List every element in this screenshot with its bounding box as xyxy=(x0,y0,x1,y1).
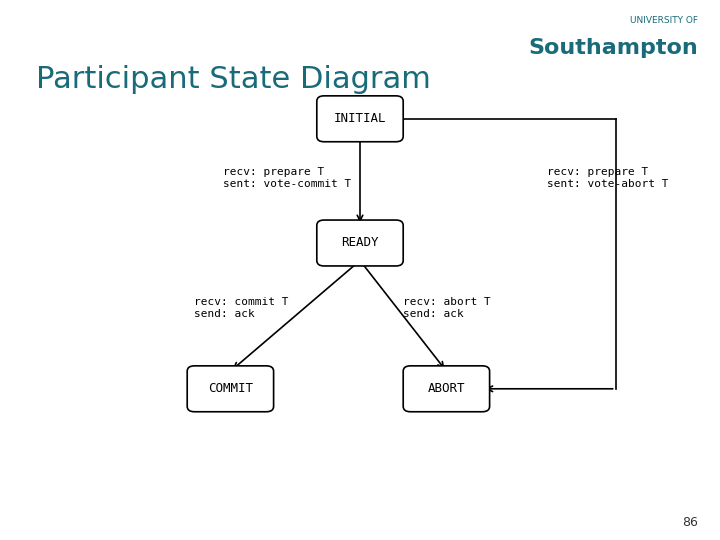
Text: Participant State Diagram: Participant State Diagram xyxy=(36,65,431,94)
Text: COMMIT: COMMIT xyxy=(208,382,253,395)
Text: ABORT: ABORT xyxy=(428,382,465,395)
Text: UNIVERSITY OF: UNIVERSITY OF xyxy=(631,16,698,25)
FancyBboxPatch shape xyxy=(317,96,403,141)
Text: recv: prepare T
sent: vote-abort T: recv: prepare T sent: vote-abort T xyxy=(547,167,669,189)
Text: INITIAL: INITIAL xyxy=(334,112,386,125)
FancyBboxPatch shape xyxy=(403,366,490,411)
Text: Southampton: Southampton xyxy=(528,38,698,58)
Text: recv: commit T
send: ack: recv: commit T send: ack xyxy=(194,297,289,319)
FancyBboxPatch shape xyxy=(187,366,274,411)
Text: 86: 86 xyxy=(683,516,698,529)
Text: READY: READY xyxy=(341,237,379,249)
Text: recv: prepare T
sent: vote-commit T: recv: prepare T sent: vote-commit T xyxy=(223,167,351,189)
Text: recv: abort T
send: ack: recv: abort T send: ack xyxy=(403,297,491,319)
FancyBboxPatch shape xyxy=(317,220,403,266)
